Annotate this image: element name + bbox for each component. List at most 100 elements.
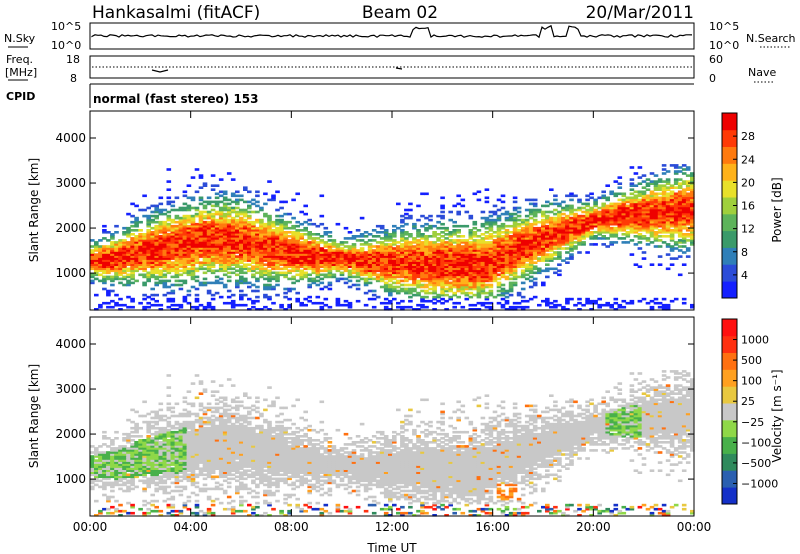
power-cell: [194, 257, 200, 260]
power-cell: [259, 243, 264, 246]
power-cell: [303, 259, 308, 262]
power-cell: [138, 243, 143, 246]
power-cell: [440, 214, 445, 218]
power-cell: [287, 220, 292, 224]
power-cell: [243, 222, 248, 226]
power-cell: [255, 265, 260, 268]
power-cell: [190, 198, 196, 202]
power-cell: [150, 226, 155, 230]
power-cell: [247, 231, 252, 234]
power-cell: [198, 222, 204, 226]
power-cell: [512, 200, 518, 204]
power-cell: [218, 178, 224, 181]
power-cell: [339, 241, 345, 244]
power-cell: [146, 255, 151, 258]
power-cell: [243, 259, 248, 262]
power-cell: [287, 231, 292, 234]
power-cell: [230, 301, 236, 305]
power-cell: [134, 239, 139, 242]
power-cell: [460, 198, 466, 202]
power-cell: [206, 305, 212, 309]
power-cell: [404, 283, 409, 287]
power-cell: [194, 269, 200, 273]
power-cell: [247, 220, 252, 224]
power-cell: [146, 253, 151, 256]
power-cell: [363, 231, 369, 234]
power-cell: [182, 226, 188, 230]
power-cell: [637, 265, 643, 268]
power-cell: [142, 259, 147, 262]
power-cell: [396, 285, 401, 289]
power-cell: [347, 279, 353, 283]
power-cell: [94, 241, 99, 244]
power-cell: [275, 279, 280, 283]
power-cell: [243, 279, 248, 283]
power-cell: [90, 253, 95, 256]
power-cell: [605, 204, 610, 208]
noise-left-label: N.Sky: [4, 32, 36, 45]
power-cell: [488, 241, 494, 244]
power-cell: [154, 243, 159, 246]
power-cell: [408, 295, 413, 299]
power-cell: [404, 212, 409, 216]
power-cell: [130, 233, 135, 236]
power-cell: [593, 208, 598, 212]
power-cell: [226, 214, 232, 218]
power-cell: [549, 202, 554, 206]
power-cell: [569, 253, 574, 256]
power-cell: [118, 303, 123, 307]
power-cell: [669, 263, 675, 266]
power-cell: [150, 273, 155, 277]
power-cell: [194, 237, 200, 240]
power-cell: [214, 226, 220, 230]
power-cell: [677, 166, 683, 169]
power-cell: [162, 259, 168, 262]
power-cell: [142, 233, 147, 236]
power-cell: [307, 253, 312, 256]
velocity-cell: [134, 422, 139, 426]
power-cell: [408, 208, 413, 212]
power-cell: [645, 243, 651, 246]
power-cell: [468, 241, 474, 244]
power-cell: [202, 224, 208, 228]
power-cell: [573, 194, 578, 198]
power-cell: [154, 224, 159, 228]
power-cell: [307, 261, 312, 264]
power-cell: [214, 202, 220, 206]
power-cell: [154, 241, 159, 244]
power-cell: [283, 235, 288, 238]
power-cell: [174, 226, 180, 230]
power-cell: [392, 281, 397, 285]
power-cell: [218, 251, 224, 254]
power-cell: [263, 226, 268, 230]
power-cell: [226, 247, 232, 250]
power-cell: [198, 214, 204, 218]
power-cell: [516, 218, 522, 222]
power-cell: [279, 305, 284, 309]
power-cell: [166, 279, 172, 283]
power-cell: [255, 241, 260, 244]
power-cell: [549, 216, 554, 220]
power-cell: [162, 231, 168, 234]
power-cell: [625, 231, 631, 234]
power-cell: [218, 269, 224, 273]
power-cell: [504, 299, 510, 303]
power-cell: [307, 279, 312, 283]
power-cell: [371, 305, 377, 309]
velocity-cell: [142, 499, 147, 503]
velocity-cell: [90, 445, 95, 448]
power-cell: [186, 245, 192, 248]
power-cell: [235, 200, 240, 204]
power-cell: [218, 281, 224, 285]
power-cell: [226, 237, 232, 240]
power-cell: [202, 283, 208, 287]
power-cell: [235, 220, 240, 224]
velocity-cell: [146, 412, 151, 416]
power-cell: [677, 249, 683, 252]
power-cell: [440, 222, 445, 226]
power-cell: [657, 235, 663, 238]
power-cell: [194, 206, 200, 210]
power-cell: [235, 263, 240, 266]
power-cell: [206, 253, 212, 256]
power-cell: [194, 168, 200, 171]
